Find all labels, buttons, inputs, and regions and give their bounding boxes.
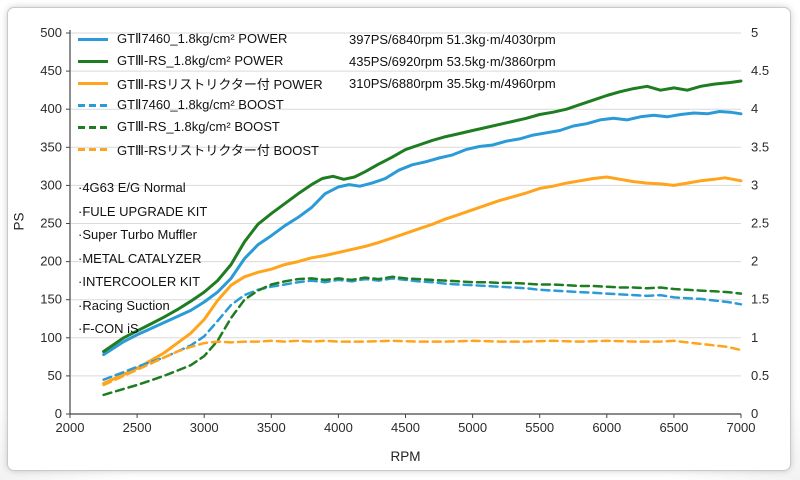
legend-item: GTⅡ7460_1.8kg/cm² BOOST [78, 94, 556, 116]
mods-list-item: ·Racing Suction [78, 297, 170, 313]
gt2-7460-boost-curve [102, 277, 743, 381]
x-tick-label: 6500 [659, 420, 688, 435]
chart-panel: 0 50 100 150 200 250 300 350 400 450 500 0 0.5 1 1.5 2 2… [8, 8, 790, 470]
mods-list-item: ·F-CON iS [78, 321, 139, 336]
legend-label: GTⅢ-RS_1.8kg/cm² POWER [117, 53, 284, 68]
y-left-tick-label: 450 [40, 63, 62, 78]
x-tick-label: 3500 [257, 420, 286, 435]
y-left-tick-label: 0 [55, 406, 62, 421]
mods-list-item: ·FULE UPGRADE KIT [78, 203, 208, 219]
legend-swatch [78, 125, 108, 129]
mods-list: ·4G63 E/G Normal ·FULE UPGRADE KIT ·Supe… [78, 176, 207, 341]
x-tick-label: 3000 [190, 420, 219, 435]
legend-label: GTⅢ-RSリストリクター付 POWER [117, 76, 323, 92]
mods-list-item: ·INTERCOOLER KIT [78, 274, 201, 289]
gt3-rs-boost-curve [102, 275, 743, 397]
y-right-tick-label: 3 [751, 177, 758, 192]
y-right-tick-label: 2.5 [751, 216, 769, 231]
gt3-rs-power-curve [102, 79, 743, 353]
y-left-tick-label: 300 [40, 177, 62, 192]
x-tick-label: 2000 [56, 420, 85, 435]
dyno-chart: 05010015020025030035040045050000.511.522… [40, 25, 769, 435]
y-left-tick-label: 500 [40, 25, 62, 40]
legend-label: GTⅢ-RS_1.8kg/cm² BOOST [117, 119, 280, 134]
y-left-tick-label: 200 [40, 254, 62, 269]
legend-item: GTⅢ-RS_1.8kg/cm² POWER 435PS/6920rpm 53.… [78, 50, 556, 72]
y-right-tick-label: 5 [751, 25, 758, 40]
x-tick-label: 7000 [727, 420, 756, 435]
x-tick-label: 5500 [525, 420, 554, 435]
x-tick-label: 4000 [324, 420, 353, 435]
x-tick-label: 6000 [592, 420, 621, 435]
legend-item: GTⅢ-RS_1.8kg/cm² BOOST [78, 116, 556, 138]
legend-swatch [78, 81, 108, 85]
y-right-tick-label: 4 [751, 101, 758, 116]
mods-list-item: ·4G63 E/G Normal [78, 180, 186, 195]
legend-item: GTⅡ7460_1.8kg/cm² POWER 397PS/6840rpm 51… [78, 28, 556, 50]
legend-swatch [78, 103, 108, 107]
y-right-tick-label: 1 [751, 330, 758, 345]
y-left-tick-label: 100 [40, 330, 62, 345]
legend-swatch [78, 37, 108, 41]
y-right-tick-label: 1.5 [751, 292, 769, 307]
x-tick-label: 2500 [123, 420, 152, 435]
y-left-tick-label: 250 [40, 216, 62, 231]
gt3-rs-restrictor-power-curve [102, 175, 743, 385]
gt3-rs-restrictor-boost-curve [102, 339, 743, 387]
chart-legend: GTⅡ7460_1.8kg/cm² POWER 397PS/6840rpm 51… [78, 28, 556, 160]
legend-label: GTⅢ-RSリストリクター付 BOOST [117, 142, 320, 158]
y-right-tick-label: 0 [751, 406, 758, 421]
legend-label: GTⅡ7460_1.8kg/cm² POWER [117, 31, 288, 46]
gt2-7460-power-curve [102, 110, 743, 357]
y-right-tick-label: 2 [751, 254, 758, 269]
y-left-tick-label: 150 [40, 292, 62, 307]
y-right-tick-label: 3.5 [751, 139, 769, 154]
legend-item: GTⅢ-RSリストリクター付 BOOST [78, 138, 556, 160]
y-axis-title: PS [11, 212, 27, 231]
legend-stats: 435PS/6920rpm 53.5kg·m/3860rpm [349, 53, 556, 69]
x-tick-label: 5000 [458, 420, 487, 435]
x-axis-title: RPM [390, 449, 421, 464]
legend-swatch [78, 59, 108, 63]
y-right-tick-label: 4.5 [751, 63, 769, 78]
legend-stats: 310PS/6880rpm 35.5kg·m/4960rpm [349, 75, 556, 91]
legend-label: GTⅡ7460_1.8kg/cm² BOOST [117, 97, 284, 112]
legend-stats: 397PS/6840rpm 51.3kg·m/4030rpm [349, 31, 556, 47]
mods-list-item: ·METAL CATALYZER [78, 250, 202, 266]
mods-list-item: ·Super Turbo Muffler [78, 227, 197, 242]
y-left-tick-label: 50 [48, 368, 62, 383]
y-left-tick-label: 350 [40, 139, 62, 154]
y-right-tick-label: 0.5 [751, 368, 769, 383]
y-left-tick-label: 400 [40, 101, 62, 116]
legend-swatch [78, 147, 108, 151]
x-tick-label: 4500 [391, 420, 420, 435]
legend-item: GTⅢ-RSリストリクター付 POWER 310PS/6880rpm 35.5k… [78, 72, 556, 94]
